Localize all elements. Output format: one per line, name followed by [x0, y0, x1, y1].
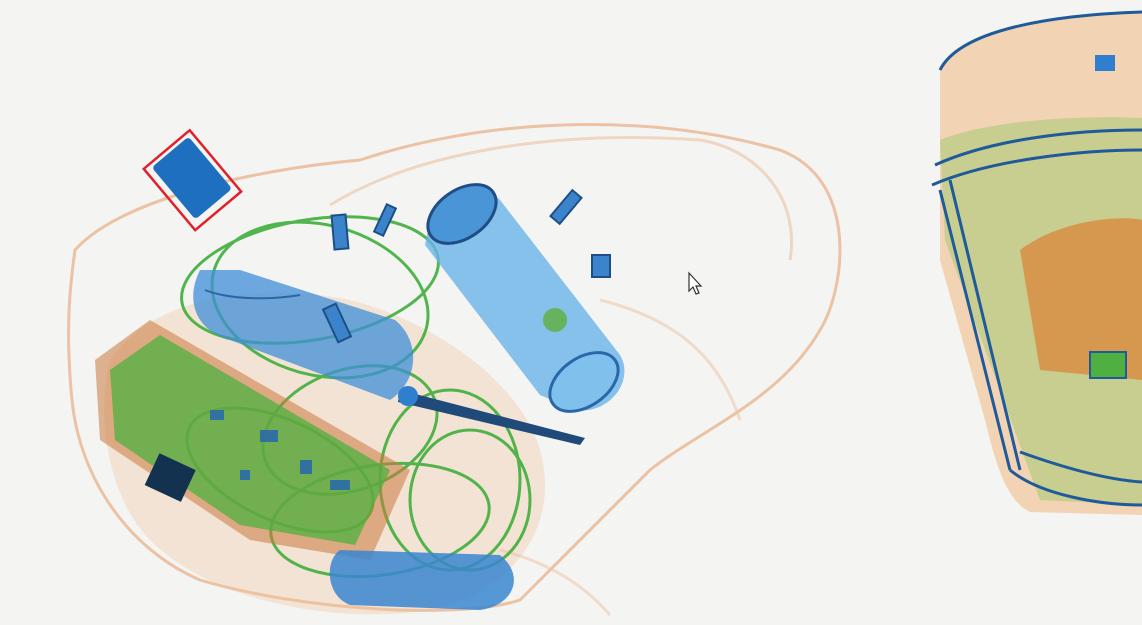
- electronics-device: [95, 320, 410, 560]
- bag-organic-outline: [67, 123, 842, 616]
- mouse-pointer-icon: [688, 271, 703, 295]
- pen-tool: [398, 386, 585, 445]
- detection-box: [141, 128, 243, 232]
- aerosol-can: [425, 183, 625, 413]
- device-casing-cylinder: [193, 270, 414, 400]
- suitcase-right: [931, 10, 1142, 515]
- blue-tube: [329, 550, 514, 610]
- detected-item: [153, 138, 231, 218]
- zipper-pulls: [321, 188, 611, 344]
